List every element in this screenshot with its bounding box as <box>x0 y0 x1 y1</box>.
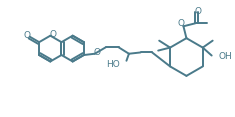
Text: HO: HO <box>106 60 120 69</box>
Text: O: O <box>49 30 56 39</box>
Text: O: O <box>178 19 185 28</box>
Text: O: O <box>195 7 202 16</box>
Text: O: O <box>93 48 100 57</box>
Text: OH: OH <box>219 52 232 61</box>
Text: O: O <box>23 31 30 40</box>
